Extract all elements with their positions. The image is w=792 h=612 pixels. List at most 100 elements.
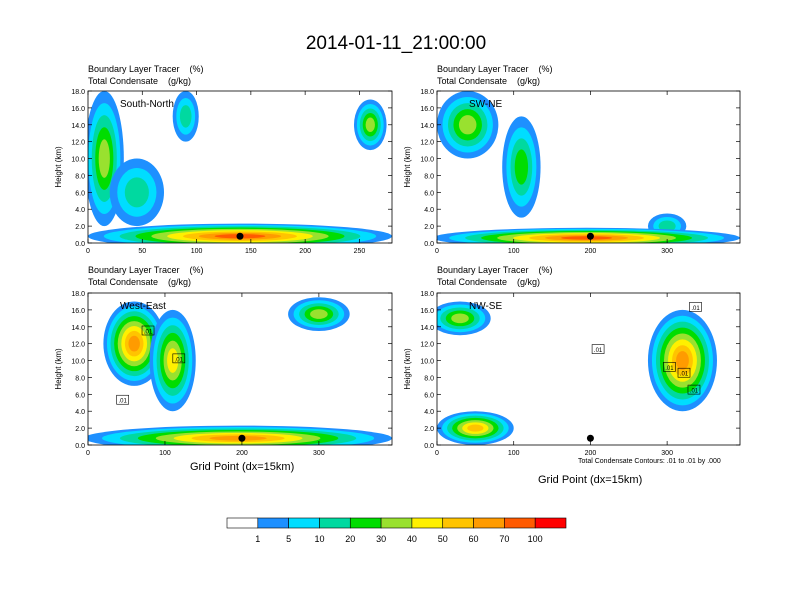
y-tick-label: 0.0 [75,241,85,248]
contour-note: Total Condensate Contours: .01 to .01 by… [578,458,721,465]
contour-label-box [172,353,186,364]
colorbar-label: 40 [407,534,417,544]
y-tick-label: 8.0 [424,375,434,382]
y-tick-label: 12.0 [420,140,434,147]
colorbar-swatch [257,517,289,529]
x-axis-label-panel4: Grid Point (dx=15km) [538,474,643,486]
y-tick-label: 2.0 [424,224,434,231]
contour-label-text: .01 [118,399,127,405]
contour-title: Total Condensate (g/kg) [437,76,541,86]
tracer-level-3 [179,105,192,128]
x-tick-label: 200 [585,248,597,255]
contour-label-text: .01 [680,372,689,378]
colorbar-label: 60 [469,534,479,544]
x-tick-label: 300 [661,450,673,457]
location-marker [586,434,594,442]
tracer-plume [354,99,387,151]
y-tick-label: 10.0 [420,359,434,366]
contour-title: Total Condensate (g/kg) [88,277,192,287]
y-tick-label: 4.0 [424,207,434,214]
tracer-plume [437,301,491,336]
tracer-level-5 [451,313,469,324]
location-marker [236,232,244,240]
contour-label-box [141,325,155,336]
y-tick-label: 16.0 [420,308,434,315]
plot-frame [436,292,741,446]
x-tick-label: 250 [354,248,366,255]
panel-3: .01 .01 .01 0.0 2.0 4.0 6.0 8.0 10.0 12.0 14.0 16.0… [54,291,393,457]
colorbar-swatch [226,517,259,529]
tracer-plume [437,91,499,159]
x-tick-label: 300 [313,450,325,457]
x-tick-label: 100 [159,450,171,457]
x-tick-label: 100 [191,248,203,255]
y-tick-label: 2.0 [75,224,85,231]
x-tick-label: 100 [508,450,520,457]
y-tick-label: 10.0 [71,359,85,366]
main-title: 2014-01-11_21:00:00 [305,33,487,54]
tracer-plume [647,309,717,412]
tracer-level-9 [561,236,613,240]
contour-label-text: .01 [594,348,603,354]
tracer-level-7 [467,424,484,432]
colorbar-swatch [380,517,413,529]
colorbar-swatch [411,517,444,529]
y-tick-label: 6.0 [75,392,85,399]
colorbar-swatch [504,517,536,529]
contour-label: .01 [687,384,701,395]
contour-label-text: .01 [690,389,699,395]
colorbar-swatch [319,517,351,529]
plot-frame [87,90,393,244]
y-tick-label: 4.0 [424,409,434,416]
x-tick-label: 200 [299,248,311,255]
location-marker [586,232,594,240]
contour-label-text: .01 [144,330,153,336]
panel-2: 0.0 2.0 4.0 6.0 8.0 10.0 12.0 14.0 16.0 18.0 0 100 2… [403,89,741,255]
y-tick-label: 6.0 [75,190,85,197]
y-tick-label: 10.0 [71,157,85,164]
y-tick-label: 0.0 [424,443,434,450]
y-tick-label: 18.0 [71,89,85,96]
colorbar-label: 50 [438,534,448,544]
colorbar-label: 100 [528,534,543,544]
x-tick-label: 150 [245,248,257,255]
colorbar-swatch [349,517,382,529]
colorbar-swatch [534,517,567,529]
y-tick-label: 12.0 [71,140,85,147]
tracer-plume [109,158,164,227]
tracer-plume [647,213,687,239]
colorbar-swatch [288,517,320,529]
y-axis-label: Height (km) [54,146,63,188]
y-tick-label: 16.0 [420,106,434,113]
x-tick-label: 0 [435,248,439,255]
colorbar-label: 5 [286,534,291,544]
tracer-field: .01 .01 .01 .01 .01 [437,293,740,445]
field-title: Boundary Layer Tracer (%) [88,64,204,74]
y-tick-label: 18.0 [420,89,434,96]
y-axis-label: Height (km) [54,348,63,390]
x-tick-label: 0 [435,450,439,457]
y-tick-label: 14.0 [420,123,434,130]
location-marker [238,434,246,442]
y-tick-label: 18.0 [71,291,85,298]
contour-label: .01 [172,353,186,364]
tracer-level-8 [128,335,140,352]
y-tick-label: 8.0 [75,375,85,382]
plot-frame [87,292,393,446]
y-tick-label: 8.0 [75,173,85,180]
panel-1: 0.0 2.0 4.0 6.0 8.0 10.0 12.0 14.0 16.0 18.0 0 50 10… [54,89,393,255]
y-tick-label: 6.0 [424,190,434,197]
tracer-level-5 [458,115,477,135]
field-title: Boundary Layer Tracer (%) [437,64,553,74]
tracer-field [88,91,392,243]
x-tick-label: 200 [236,450,248,457]
contour-label-box [663,362,676,372]
panel-label: South-North [120,99,174,110]
contour-label-box [687,384,701,395]
tracer-plume [437,411,514,445]
tracer-plume [88,425,392,445]
y-axis-label: Height (km) [403,348,412,390]
colorbar: 1 5 10 20 30 40 50 60 70 100 [226,517,567,544]
colorbar-label: 70 [499,534,509,544]
